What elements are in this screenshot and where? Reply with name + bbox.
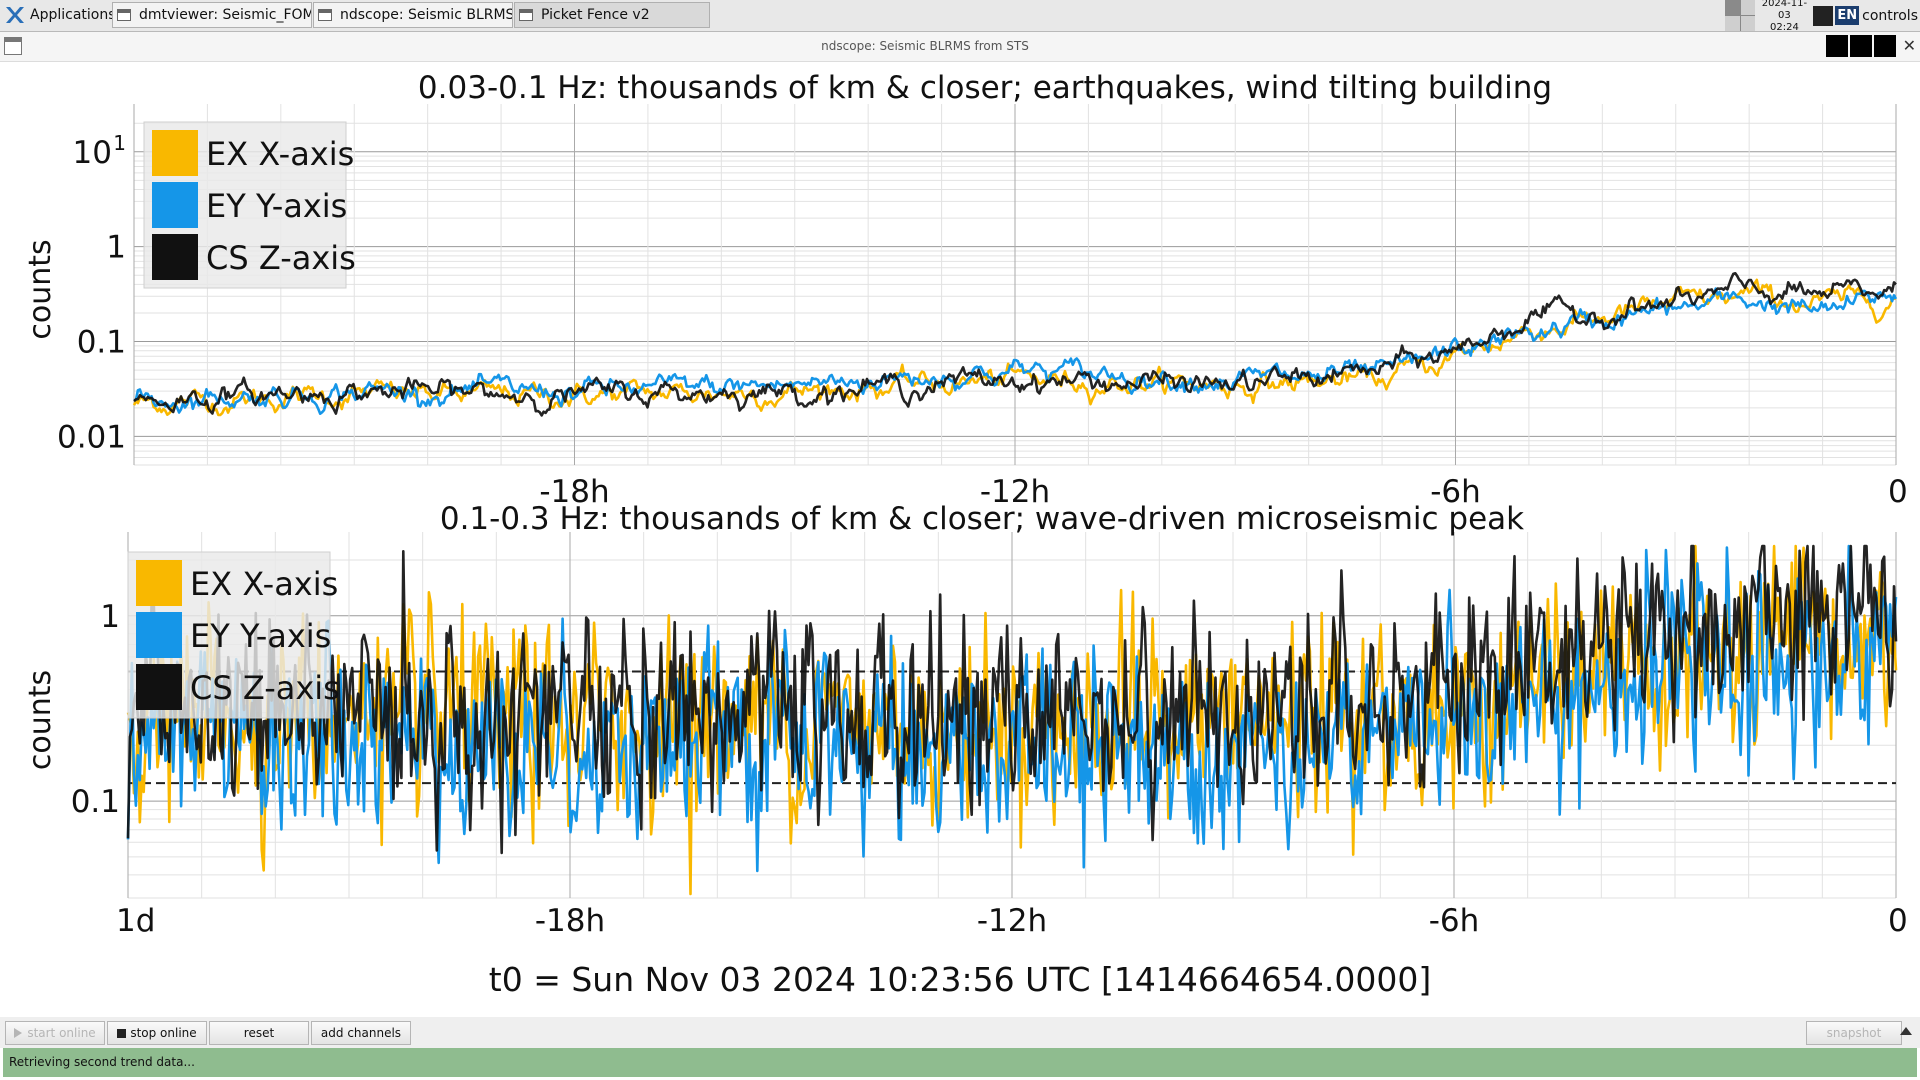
y-axis-label: counts bbox=[23, 670, 58, 770]
task-label: Picket Fence v2 bbox=[541, 7, 650, 23]
y-axis-label: counts bbox=[23, 239, 58, 339]
clock-date: 2024-11-03 bbox=[1761, 0, 1808, 21]
y-tick-label: 0.1 bbox=[71, 784, 120, 820]
keyboard-layout-indicator[interactable]: EN bbox=[1835, 6, 1860, 25]
start-online-button[interactable]: start online bbox=[5, 1021, 105, 1045]
window-titlebar: ndscope: Seismic BLRMS from STS ✕ bbox=[0, 32, 1920, 62]
status-bar: Retrieving second trend data... bbox=[3, 1048, 1917, 1077]
legend-swatch bbox=[152, 130, 198, 176]
system-tray: 2024-11-03 02:24 EN controls bbox=[1725, 0, 1920, 34]
x-tick-label: -18h bbox=[535, 903, 605, 939]
plot-2: 0.1-0.3 Hz: thousands of km & closer; wa… bbox=[23, 501, 1908, 939]
close-icon[interactable]: ✕ bbox=[1902, 36, 1916, 55]
window-icon bbox=[318, 9, 332, 21]
plot-title: 0.1-0.3 Hz: thousands of km & closer; wa… bbox=[440, 501, 1524, 537]
legend-label: CS Z-axis bbox=[206, 239, 356, 277]
series-line-ey bbox=[126, 544, 1898, 873]
applications-menu-button[interactable]: Applications bbox=[4, 3, 116, 27]
network-icon[interactable] bbox=[1813, 5, 1834, 26]
x-tick-label: -12h bbox=[977, 903, 1047, 939]
shade-button[interactable] bbox=[1874, 35, 1896, 57]
x-tick-label: -12h bbox=[980, 474, 1050, 510]
minimize-button[interactable] bbox=[1826, 35, 1848, 57]
x-tick-label: 0 bbox=[1888, 474, 1908, 510]
clock-time: 02:24 bbox=[1769, 21, 1799, 33]
y-tick-label: 10 bbox=[73, 135, 112, 171]
task-label: dmtviewer: Seismic_FOM_... bbox=[139, 7, 312, 23]
task-ndscope[interactable]: ndscope: Seismic BLRMS f... bbox=[313, 2, 513, 28]
applications-label: Applications bbox=[30, 7, 116, 23]
x-tick-label: 1d bbox=[116, 903, 155, 939]
reset-button[interactable]: reset bbox=[209, 1021, 309, 1045]
t0-label: t0 = Sun Nov 03 2024 10:23:56 UTC [14146… bbox=[489, 960, 1431, 999]
window-icon bbox=[519, 9, 533, 21]
user-menu[interactable]: controls bbox=[1862, 7, 1918, 24]
x-tick-label: -6h bbox=[1430, 474, 1481, 510]
x-tick-label: -6h bbox=[1429, 903, 1480, 939]
series-line-cs bbox=[126, 544, 1898, 855]
legend-label: EY Y-axis bbox=[190, 617, 331, 655]
y-tick-label: 0.1 bbox=[77, 325, 126, 361]
start-online-label: start online bbox=[27, 1026, 96, 1040]
task-picket-fence[interactable]: Picket Fence v2 bbox=[514, 2, 710, 28]
workspace-switcher[interactable] bbox=[1725, 0, 1756, 31]
add-channels-button[interactable]: add channels bbox=[311, 1021, 411, 1045]
legend-swatch bbox=[136, 612, 182, 658]
y-tick-label: 1 bbox=[100, 599, 120, 635]
x-tick-label: -18h bbox=[539, 474, 609, 510]
legend-swatch bbox=[136, 664, 182, 710]
window-title: ndscope: Seismic BLRMS from STS bbox=[821, 39, 1029, 53]
legend-swatch bbox=[152, 182, 198, 228]
collapse-icon[interactable] bbox=[1900, 1027, 1912, 1035]
series-line-ex bbox=[132, 278, 1897, 417]
control-bar: start online stop online reset add chann… bbox=[0, 1017, 1920, 1048]
stop-online-button[interactable]: stop online bbox=[107, 1021, 207, 1045]
legend-swatch bbox=[136, 560, 182, 606]
legend-label: EY Y-axis bbox=[206, 187, 347, 225]
legend-label: EX X-axis bbox=[190, 565, 338, 603]
task-label: ndscope: Seismic BLRMS f... bbox=[340, 7, 513, 23]
x-tick-label: 0 bbox=[1888, 903, 1908, 939]
stop-online-label: stop online bbox=[130, 1026, 197, 1040]
plot-area[interactable]: 0.03-0.1 Hz: thousands of km & closer; e… bbox=[0, 62, 1920, 1017]
taskbar: Applications dmtviewer: Seismic_FOM_... … bbox=[0, 0, 1920, 34]
stop-icon bbox=[117, 1028, 127, 1038]
legend-label: CS Z-axis bbox=[190, 669, 340, 707]
window-menu-icon[interactable] bbox=[4, 37, 22, 55]
window-icon bbox=[117, 9, 131, 21]
legend-swatch bbox=[152, 234, 198, 280]
xfce-logo-icon bbox=[6, 7, 24, 23]
legend-label: EX X-axis bbox=[206, 135, 354, 173]
window-controls bbox=[1826, 35, 1896, 57]
play-icon bbox=[14, 1028, 23, 1038]
plot-title: 0.03-0.1 Hz: thousands of km & closer; e… bbox=[418, 70, 1552, 106]
series-line-cs bbox=[133, 272, 1897, 417]
y-tick-label: 0.01 bbox=[57, 419, 126, 455]
snapshot-button[interactable]: snapshot bbox=[1806, 1021, 1902, 1045]
y-tick-exponent: 1 bbox=[113, 131, 126, 155]
maximize-button[interactable] bbox=[1850, 35, 1872, 57]
plot-1: 0.03-0.1 Hz: thousands of km & closer; e… bbox=[23, 70, 1908, 510]
y-tick-label: 1 bbox=[106, 230, 126, 266]
task-dmtviewer[interactable]: dmtviewer: Seismic_FOM_... bbox=[112, 2, 312, 28]
plot-canvas[interactable]: 0.03-0.1 Hz: thousands of km & closer; e… bbox=[0, 62, 1920, 1017]
clock[interactable]: 2024-11-03 02:24 bbox=[1759, 0, 1809, 34]
